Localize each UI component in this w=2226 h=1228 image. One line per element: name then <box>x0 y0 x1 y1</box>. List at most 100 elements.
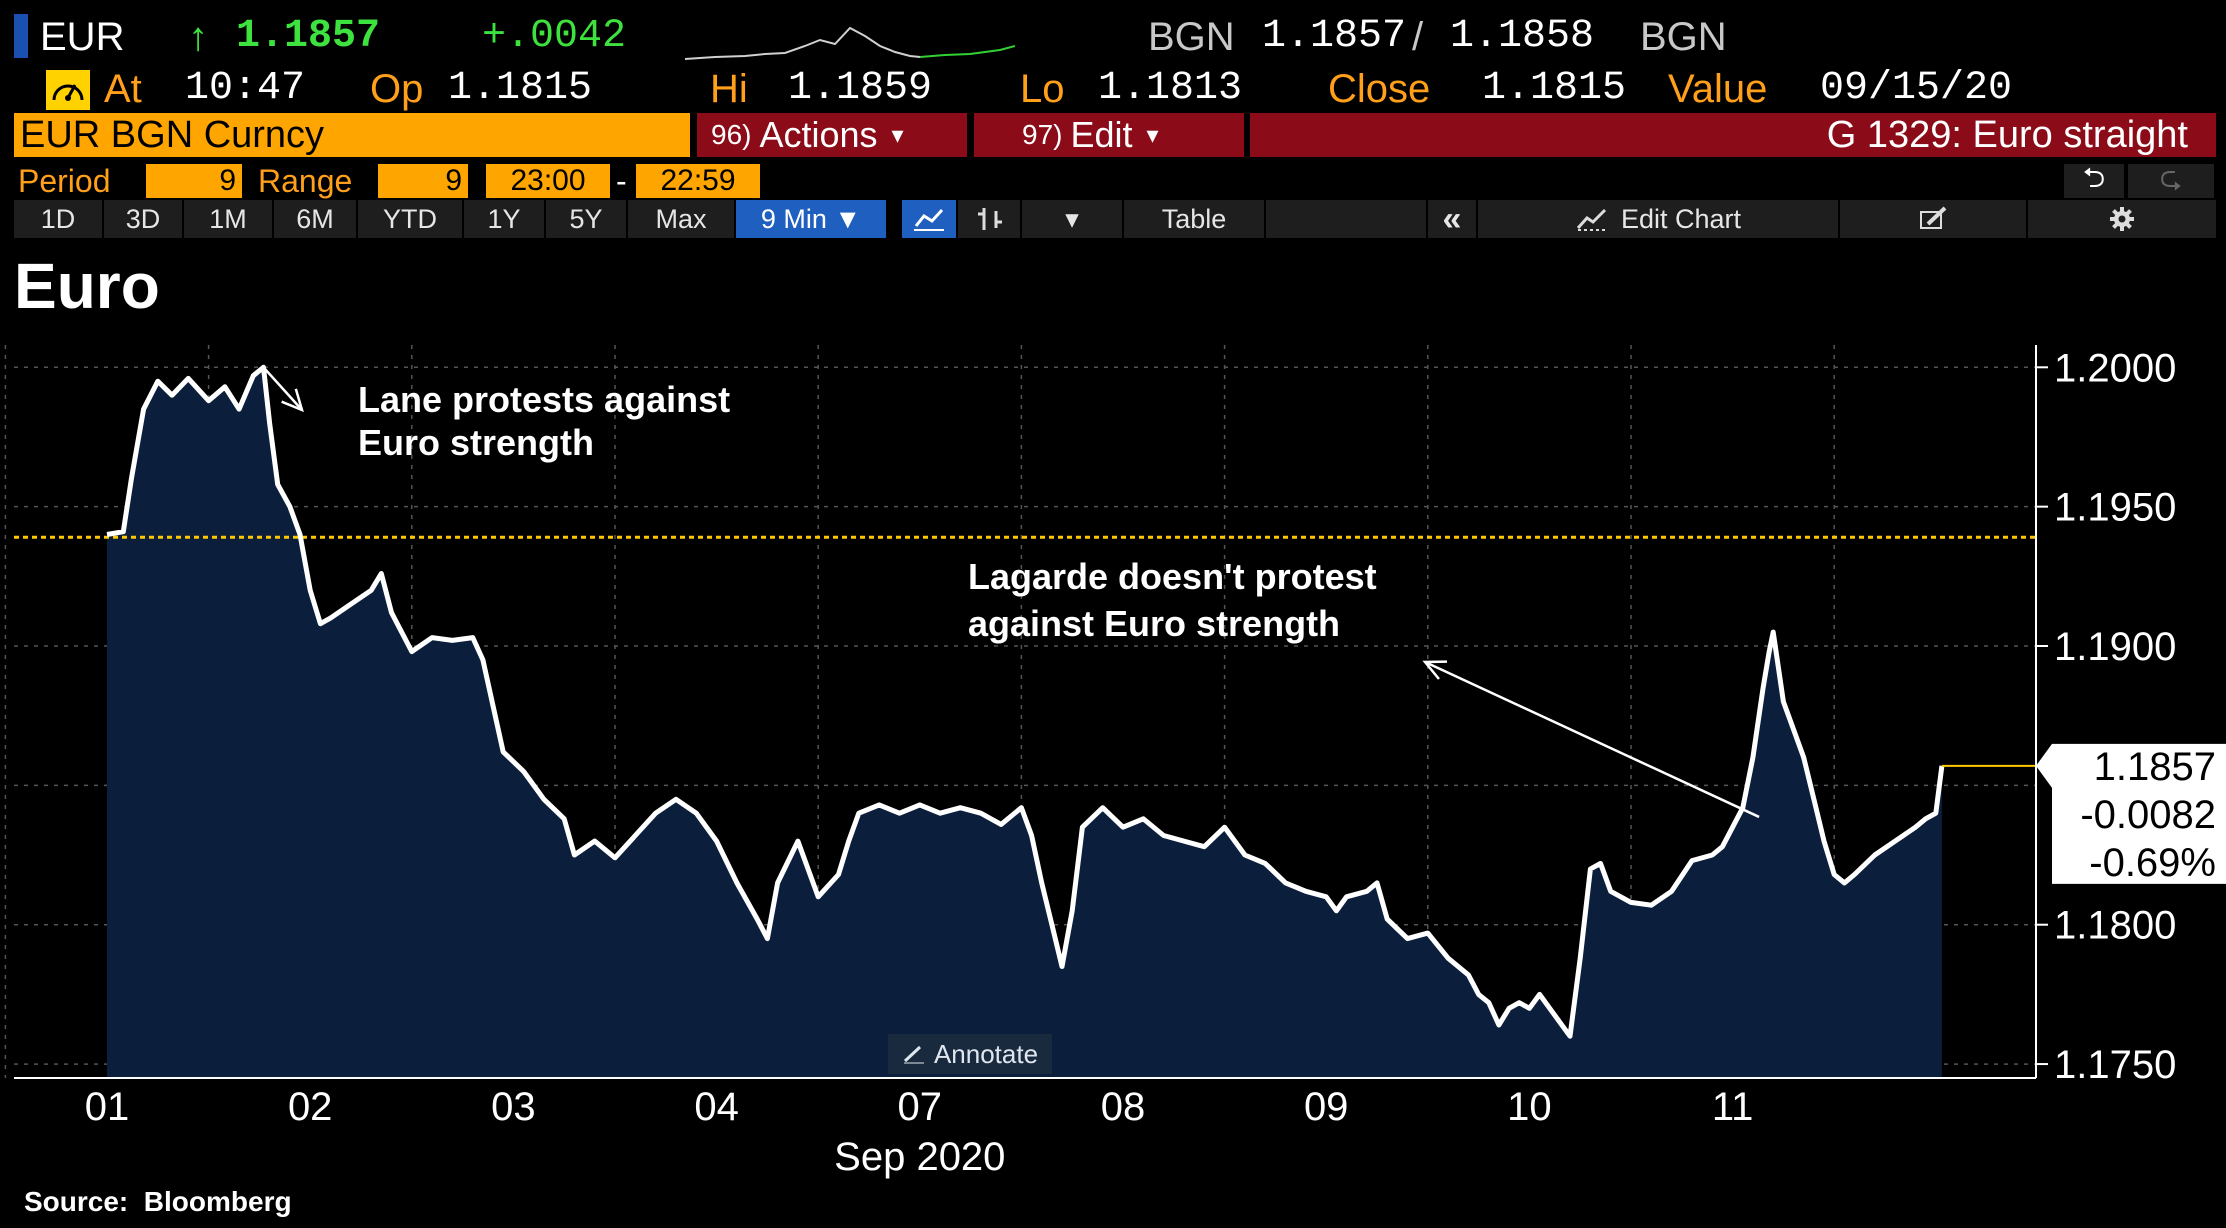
price-area-fill <box>107 367 1942 1078</box>
at-time: 10:47 <box>185 66 306 111</box>
annotate-label: Annotate <box>933 1038 1039 1069</box>
x-tick-label: 08 <box>1101 1085 1146 1129</box>
x-tick-label: 01 <box>85 1085 130 1129</box>
actions-menu-button[interactable]: 96) Actions ▾ <box>697 113 967 157</box>
last-value-label: -0.0082 <box>2080 793 2216 837</box>
interval-dropdown[interactable]: 9 Min ▼ <box>736 200 886 238</box>
annotation-tools-button[interactable] <box>1840 200 2026 238</box>
x-tick-label: 04 <box>694 1085 739 1129</box>
chart-name: G 1329: Euro straight <box>1826 113 2188 156</box>
annotate-button[interactable]: Annotate <box>888 1034 1052 1074</box>
last-value-box <box>2036 743 2226 884</box>
speedometer-icon[interactable] <box>46 70 90 110</box>
last-value-label: -0.69% <box>2089 841 2216 885</box>
edit-chart-icon <box>1576 208 1607 231</box>
edit-chart-button[interactable]: Edit Chart <box>1478 200 1838 238</box>
security-color-marker <box>14 14 28 58</box>
pencil-icon <box>1920 206 1947 229</box>
period-3d-button[interactable]: 3D <box>104 200 182 238</box>
x-tick-label: 03 <box>491 1085 536 1129</box>
open-label: Op <box>370 67 424 111</box>
chart-title: Euro <box>14 250 160 322</box>
chart-name-bar[interactable]: G 1329: Euro straight <box>1250 113 2216 157</box>
y-tick-label: 1.1900 <box>2054 625 2176 669</box>
chart-type-dropdown[interactable]: ▾ <box>1022 200 1122 238</box>
actions-label: Actions <box>759 114 878 155</box>
time-range-dash: - <box>616 163 627 199</box>
x-tick-label: 11 <box>1712 1085 1754 1129</box>
last-value-label: 1.1857 <box>2094 745 2216 789</box>
period-ytd-button[interactable]: YTD <box>358 200 462 238</box>
low-value: 1.1813 <box>1098 66 1243 111</box>
y-tick-label: 1.2000 <box>2054 346 2176 390</box>
y-tick-label: 1.1950 <box>2054 486 2176 530</box>
undo-icon: ⮌ <box>2082 162 2106 193</box>
y-tick-label: 1.1800 <box>2054 904 2176 948</box>
period-6m-button[interactable]: 6M <box>274 200 356 238</box>
time-from-field[interactable]: 23:00 <box>486 164 610 198</box>
period-max-button[interactable]: Max <box>628 200 734 238</box>
up-arrow-icon: ↑ <box>188 15 208 59</box>
line-chart-button[interactable] <box>902 200 956 238</box>
redo-icon: ⮎ <box>2159 162 2183 193</box>
security-field-text: EUR BGN Curncy <box>20 113 325 156</box>
net-change: +.0042 <box>482 14 627 59</box>
y-tick-label: 1.1750 <box>2054 1043 2176 1087</box>
x-axis-title: Sep 2020 <box>834 1135 1005 1179</box>
period-1m-button[interactable]: 1M <box>184 200 272 238</box>
period-5y-button[interactable]: 5Y <box>546 200 626 238</box>
price-line <box>106 364 1945 1039</box>
bid-ask-separator: / <box>1412 15 1424 59</box>
bar-chart-button[interactable] <box>958 200 1020 238</box>
last-price: 1.1857 <box>236 14 381 59</box>
x-tick-label: 10 <box>1507 1085 1552 1129</box>
annotation-arrow-lane <box>262 366 304 413</box>
annotation-text-lagarde: Lagarde doesn't protest <box>968 556 1377 597</box>
close-value: 1.1815 <box>1482 66 1627 111</box>
edit-label: Edit <box>1070 114 1133 155</box>
period-value: 9 <box>219 164 236 197</box>
security-field[interactable]: EUR BGN Curncy <box>14 113 690 157</box>
annotation-text-lane: Lane protests against <box>358 379 730 420</box>
chevron-down-icon: ▾ <box>891 121 904 149</box>
edit-number: 97) <box>1022 119 1063 150</box>
edit-chart-label: Edit Chart <box>1620 203 1742 234</box>
annotation-arrow-lagarde <box>1422 660 1760 819</box>
edit-menu-button[interactable]: 97) Edit ▾ <box>974 113 1244 157</box>
ask-currency: BGN <box>1640 15 1727 59</box>
settings-button[interactable] <box>2028 200 2216 238</box>
ask-price: 1.1858 <box>1450 14 1595 59</box>
redo-button[interactable]: ⮎ <box>2128 162 2214 198</box>
bid-price: 1.1857 <box>1262 14 1407 59</box>
high-value: 1.1859 <box>788 66 933 111</box>
x-tick-label: 07 <box>898 1085 943 1129</box>
annotation-text-lagarde: against Euro strength <box>968 603 1340 644</box>
ticker-label[interactable]: EUR <box>40 15 125 59</box>
toolbar-spacer <box>1266 200 1426 238</box>
x-tick-label: 02 <box>288 1085 333 1129</box>
value-date-label: Value <box>1668 67 1768 111</box>
period-1d-button[interactable]: 1D <box>14 200 102 238</box>
line-chart-icon <box>914 208 944 231</box>
annotation-text-lane: Euro strength <box>358 422 594 463</box>
pencil-icon <box>903 1045 924 1064</box>
chevron-down-icon: ▾ <box>1146 121 1159 149</box>
value-date: 09/15/20 <box>1820 66 2013 111</box>
table-button[interactable]: Table <box>1124 200 1264 238</box>
low-label: Lo <box>1020 67 1065 111</box>
period-1y-button[interactable]: 1Y <box>464 200 544 238</box>
time-to-field[interactable]: 22:59 <box>636 164 760 198</box>
undo-button[interactable]: ⮌ <box>2064 162 2124 198</box>
period-field[interactable]: 9 <box>146 164 242 198</box>
bid-currency: BGN <box>1148 15 1235 59</box>
close-label: Close <box>1328 67 1431 111</box>
time-to-value: 22:59 <box>660 164 736 197</box>
range-field[interactable]: 9 <box>378 164 468 198</box>
collapse-button[interactable]: « <box>1428 200 1476 238</box>
range-value: 9 <box>445 164 462 197</box>
sparkline <box>684 16 1016 62</box>
time-from-value: 23:00 <box>510 164 586 197</box>
high-label: Hi <box>710 67 748 111</box>
actions-number: 96) <box>711 119 752 150</box>
